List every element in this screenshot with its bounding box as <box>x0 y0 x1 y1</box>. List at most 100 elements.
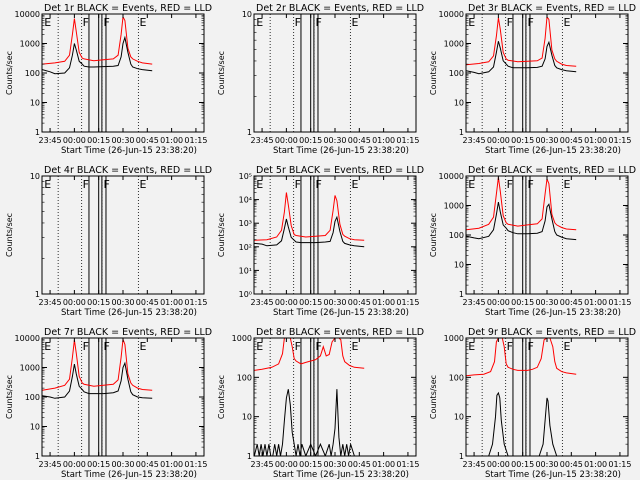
panel-det-7: Det 7r BLACK = Events, RED = LLD E F F E 1 10 1… <box>5 327 212 480</box>
y-tick-label: 100 <box>237 373 252 382</box>
y-axis-label: Counts/sec <box>429 51 438 95</box>
y-tick-label: 1000 <box>20 364 40 373</box>
series-lld <box>42 339 153 391</box>
flag-label: F <box>507 178 513 191</box>
x-tick-label: 00:30 <box>111 298 134 307</box>
series-events <box>42 35 153 75</box>
flag-label: F <box>507 340 513 353</box>
flag-label: F <box>316 178 322 191</box>
x-tick-label: 00:00 <box>275 298 298 307</box>
x-tick-label: 00:30 <box>535 298 558 307</box>
y-tick-label: 1 <box>247 452 252 461</box>
x-tick-label: 00:15 <box>87 298 110 307</box>
x-axis-label: Start Time (26-Jun-15 23:38:20) <box>61 308 197 318</box>
y-axis-label: Counts/sec <box>5 213 14 257</box>
y-tick-label: 1000 <box>444 334 464 343</box>
y-tick-label: 1 <box>459 128 464 137</box>
y-tick-label: 10³ <box>239 219 252 228</box>
x-tick-label: 00:45 <box>560 460 583 469</box>
flag-label: E <box>352 16 359 29</box>
y-tick-label: 10000 <box>15 10 40 19</box>
panel-det-4: Det 4r BLACK = Events, RED = LLD E F F E 1 10 2… <box>5 165 212 318</box>
x-tick-label: 01:15 <box>184 136 207 145</box>
x-axis-label: Start Time (26-Jun-15 23:38:20) <box>485 308 621 318</box>
y-axis-label: Counts/sec <box>217 51 226 95</box>
y-tick-label: 100 <box>449 69 464 78</box>
y-axis-label: Counts/sec <box>429 213 438 257</box>
x-tick-label: 00:45 <box>136 460 159 469</box>
flag-label: E <box>140 340 147 353</box>
flag-label: E <box>468 340 475 353</box>
x-tick-label: 00:00 <box>275 136 298 145</box>
series-events <box>466 202 577 241</box>
x-axis-label: Start Time (26-Jun-15 23:38:20) <box>273 308 409 318</box>
y-tick-label: 10 <box>30 99 40 108</box>
x-axis-label: Start Time (26-Jun-15 23:38:20) <box>273 146 409 156</box>
x-tick-label: 00:00 <box>63 136 86 145</box>
flag-label: F <box>295 178 301 191</box>
x-tick-label: 23:45 <box>251 136 274 145</box>
flag-label: F <box>528 340 534 353</box>
series-events <box>466 40 577 75</box>
series-lld <box>466 15 577 67</box>
flag-label: E <box>468 178 475 191</box>
flag-label: E <box>468 16 475 29</box>
x-axis-label: Start Time (26-Jun-15 23:38:20) <box>61 470 197 480</box>
panel-title: Det 9r BLACK = Events, RED = LLD <box>468 327 636 338</box>
x-tick-label: 23:45 <box>463 460 486 469</box>
flag-label: F <box>104 16 110 29</box>
x-tick-label: 00:15 <box>299 136 322 145</box>
y-tick-label: 1 <box>247 128 252 137</box>
x-tick-label: 00:00 <box>275 460 298 469</box>
flag-label: E <box>44 16 51 29</box>
y-tick-label: 10 <box>30 172 40 181</box>
x-tick-label: 00:30 <box>535 136 558 145</box>
flag-label: E <box>564 340 571 353</box>
x-tick-label: 00:00 <box>487 298 510 307</box>
axes-frame <box>41 13 205 133</box>
axes-frame <box>41 337 205 457</box>
flag-label: F <box>295 16 301 29</box>
x-tick-label: 00:00 <box>487 136 510 145</box>
y-axis-label: Counts/sec <box>217 213 226 257</box>
x-tick-label: 00:45 <box>348 298 371 307</box>
x-tick-label: 01:15 <box>184 460 207 469</box>
x-tick-label: 00:30 <box>111 136 134 145</box>
y-tick-label: 1000 <box>444 40 464 49</box>
panel-title: Det 2r BLACK = Events, RED = LLD <box>256 3 424 14</box>
x-tick-label: 01:00 <box>372 298 395 307</box>
flag-label: F <box>83 340 89 353</box>
x-tick-label: 00:45 <box>136 136 159 145</box>
flag-label: F <box>316 340 322 353</box>
flag-label: F <box>528 178 534 191</box>
x-tick-label: 23:45 <box>39 460 62 469</box>
x-tick-label: 23:45 <box>39 298 62 307</box>
x-tick-label: 00:30 <box>111 460 134 469</box>
series-events <box>42 361 153 399</box>
x-tick-label: 23:45 <box>251 298 274 307</box>
x-axis-label: Start Time (26-Jun-15 23:38:20) <box>273 470 409 480</box>
flag-label: E <box>44 340 51 353</box>
axes-frame <box>465 13 629 133</box>
x-tick-label: 01:15 <box>608 298 631 307</box>
flag-label: F <box>295 340 301 353</box>
x-tick-label: 00:30 <box>323 460 346 469</box>
x-tick-label: 00:45 <box>348 460 371 469</box>
x-tick-label: 01:00 <box>160 460 183 469</box>
x-tick-label: 00:00 <box>63 298 86 307</box>
panel-det-6: Det 6r BLACK = Events, RED = LLD E F F E 1 10 1… <box>429 165 636 318</box>
series-events <box>254 215 365 248</box>
y-axis-label: Counts/sec <box>5 51 14 95</box>
y-tick-label: 100 <box>25 69 40 78</box>
x-tick-label: 00:15 <box>511 136 534 145</box>
x-tick-label: 00:30 <box>323 136 346 145</box>
y-axis-label: Counts/sec <box>429 375 438 419</box>
x-tick-label: 01:00 <box>160 298 183 307</box>
y-tick-label: 10⁴ <box>239 196 252 205</box>
flag-label: E <box>352 340 359 353</box>
